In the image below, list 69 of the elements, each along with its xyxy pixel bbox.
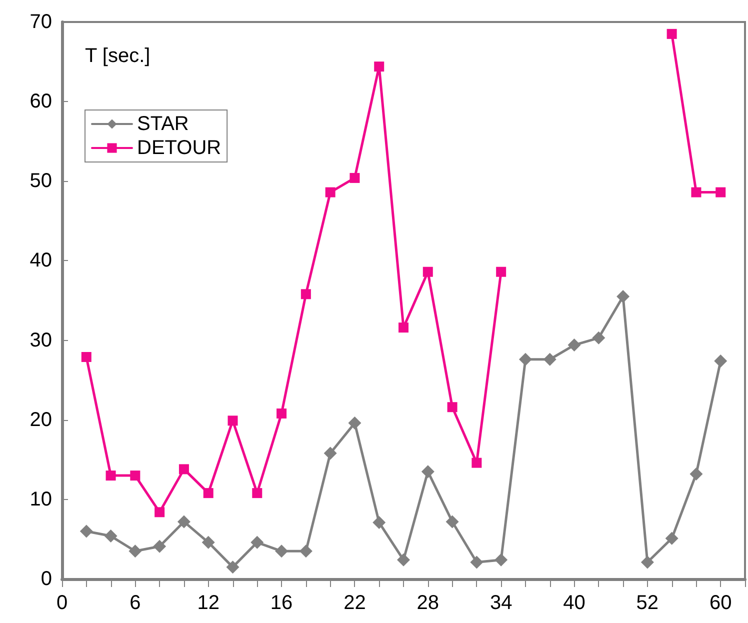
x-tick-label: 12 [197,592,220,614]
legend-label: DETOUR [137,137,222,159]
y-tick-label: 40 [30,250,52,272]
point [178,464,189,474]
point [494,553,508,566]
point [325,187,336,198]
point [716,187,726,198]
point [398,322,408,333]
point [640,556,654,569]
point [691,187,702,198]
point [324,446,337,460]
x-tick-label: 52 [636,592,659,614]
point [228,416,238,426]
point [543,352,556,366]
point [275,544,288,558]
point [203,488,214,498]
point [472,458,482,468]
x-tick-label: 28 [416,592,440,614]
x-tick-label: 6 [130,592,141,614]
x-tick-label: 34 [490,592,512,614]
point [128,544,142,558]
x-tick-label: 22 [344,592,366,614]
point [80,524,93,538]
point [496,266,506,277]
point [153,540,166,553]
y-tick-label: 50 [30,170,52,192]
point [177,515,190,528]
x-tick-label: 60 [709,592,732,614]
point [665,532,678,545]
y-tick-label: 10 [30,488,52,510]
point [568,338,581,352]
point [300,289,311,300]
point [154,507,165,518]
point [106,470,116,481]
y-tick-label: 30 [30,329,52,352]
point [446,515,459,528]
point [250,536,264,549]
point [616,290,630,304]
x-tick-label: 40 [563,592,586,614]
point [518,352,532,366]
point [252,488,262,498]
x-tick-label: 16 [270,592,293,614]
point [374,62,384,72]
point [81,352,92,362]
point [299,544,312,558]
y-tick-label: 70 [30,11,52,33]
point [422,266,433,277]
point [592,331,606,344]
point [666,28,677,39]
y-axis-title: T [sec.] [85,45,150,67]
y-tick-label: 20 [30,408,52,431]
point [470,556,484,569]
point [690,467,703,480]
point [348,416,362,430]
point [714,354,728,368]
y-tick-label: 0 [40,568,52,590]
x-tick-label: 0 [56,592,68,614]
point [202,536,215,549]
point [447,402,458,412]
point [130,470,140,481]
y-tick-label: 60 [30,90,52,113]
point [350,172,360,183]
point [276,408,287,418]
point [421,465,434,478]
legend-label: STAR [137,113,189,135]
point [397,553,410,566]
point [104,530,118,543]
point [372,516,386,530]
point [226,560,240,574]
